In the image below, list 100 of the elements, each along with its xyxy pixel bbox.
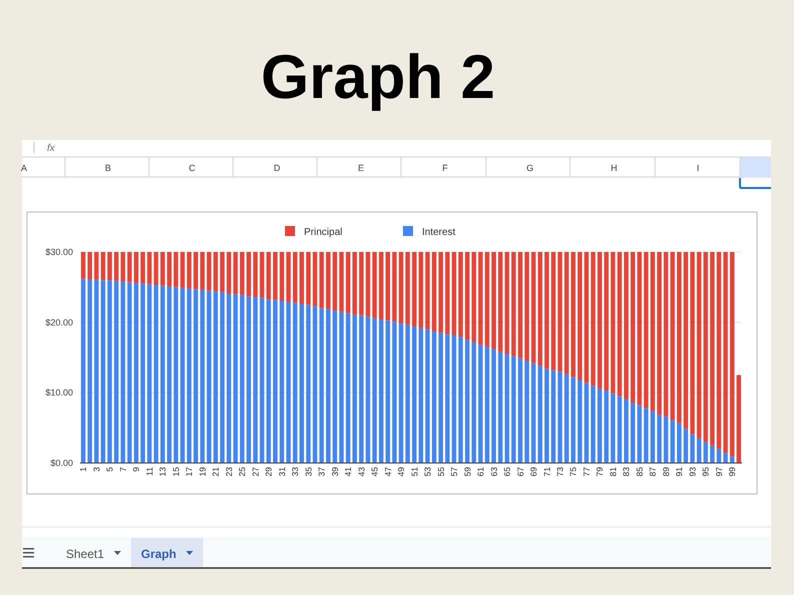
bar <box>319 308 324 463</box>
y-tick-label: $30.00 <box>45 247 73 257</box>
bar <box>100 252 106 280</box>
x-tick-label: 67 <box>515 466 526 476</box>
bar <box>650 410 655 463</box>
bar <box>716 448 722 463</box>
x-tick-label: 69 <box>528 466 539 476</box>
bar <box>206 290 212 463</box>
bar <box>213 252 218 292</box>
bar <box>551 370 556 463</box>
bar <box>657 252 662 414</box>
y-tick-label: $10.00 <box>45 388 73 398</box>
bar <box>253 252 258 298</box>
x-tick-label: 25 <box>237 466 248 476</box>
text: fx <box>47 143 56 154</box>
bar <box>306 252 311 305</box>
bar <box>624 252 628 399</box>
x-tick-label: 41 <box>343 466 354 476</box>
bar <box>452 334 456 463</box>
text: Graph <box>141 547 176 561</box>
bar <box>716 252 722 449</box>
bar <box>100 280 106 463</box>
bar <box>558 372 562 463</box>
x-tick-label: 79 <box>594 466 605 476</box>
x-tick-label: 43 <box>356 466 366 476</box>
x-tick-label: 51 <box>409 466 420 476</box>
bar <box>465 340 470 463</box>
bar <box>120 282 126 463</box>
bar <box>366 252 370 317</box>
x-tick-label: 1 <box>78 466 88 472</box>
bar <box>312 252 318 306</box>
x-tick-label: 21 <box>210 466 221 476</box>
bar <box>114 252 119 281</box>
bar <box>578 252 582 380</box>
bar <box>710 445 715 463</box>
bar <box>696 438 702 463</box>
bar <box>398 323 404 463</box>
bar <box>372 318 377 463</box>
bar <box>206 252 212 291</box>
bar <box>154 252 158 286</box>
bar <box>200 290 205 463</box>
bar <box>378 252 384 320</box>
text: A <box>20 163 28 173</box>
bar <box>564 252 569 374</box>
bar <box>730 456 734 463</box>
bar <box>220 252 224 292</box>
bar <box>127 282 132 463</box>
bar <box>637 252 642 406</box>
bar <box>107 252 112 280</box>
bar <box>405 324 410 463</box>
bar <box>260 252 264 298</box>
bar <box>690 252 695 434</box>
bar <box>664 252 668 417</box>
x-tick-label: 7 <box>118 466 128 472</box>
bar <box>332 252 338 310</box>
x-tick-label: 39 <box>330 466 340 476</box>
bar <box>180 252 185 288</box>
bar <box>564 374 569 463</box>
x-tick-label: 5 <box>104 466 115 472</box>
bar <box>617 252 622 396</box>
x-tick-label: 81 <box>608 466 618 476</box>
bar <box>286 252 291 302</box>
bar <box>233 252 238 294</box>
x-tick-label: 19 <box>197 466 208 476</box>
bar <box>359 315 364 463</box>
bar <box>280 252 284 301</box>
text: I <box>696 163 700 173</box>
bar <box>147 252 152 284</box>
bar <box>160 286 165 463</box>
bar <box>213 291 218 463</box>
bar <box>292 252 298 303</box>
bar <box>94 252 99 280</box>
bar <box>484 346 490 463</box>
bar <box>538 252 542 366</box>
x-tick-label: 63 <box>488 466 499 476</box>
bar <box>531 363 536 463</box>
x-tick-label: 97 <box>714 466 724 476</box>
bar <box>511 252 516 356</box>
bar <box>366 316 370 463</box>
x-tick-label: 37 <box>316 466 327 476</box>
bar <box>359 252 364 316</box>
bar <box>398 252 404 324</box>
bar <box>664 416 668 463</box>
bar <box>598 252 602 388</box>
bar <box>703 252 708 442</box>
bar <box>544 252 549 369</box>
bar <box>240 252 244 295</box>
bar <box>438 252 444 333</box>
x-tick-label: 73 <box>554 466 565 476</box>
bar <box>88 252 92 280</box>
text: F <box>442 163 448 173</box>
x-tick-label: 49 <box>396 466 406 476</box>
bar <box>425 252 430 330</box>
bar <box>644 252 648 408</box>
bar <box>246 252 251 296</box>
text: D <box>274 163 281 173</box>
bar <box>339 252 344 312</box>
bar <box>180 288 185 463</box>
bar <box>167 252 172 286</box>
bar <box>194 289 198 463</box>
